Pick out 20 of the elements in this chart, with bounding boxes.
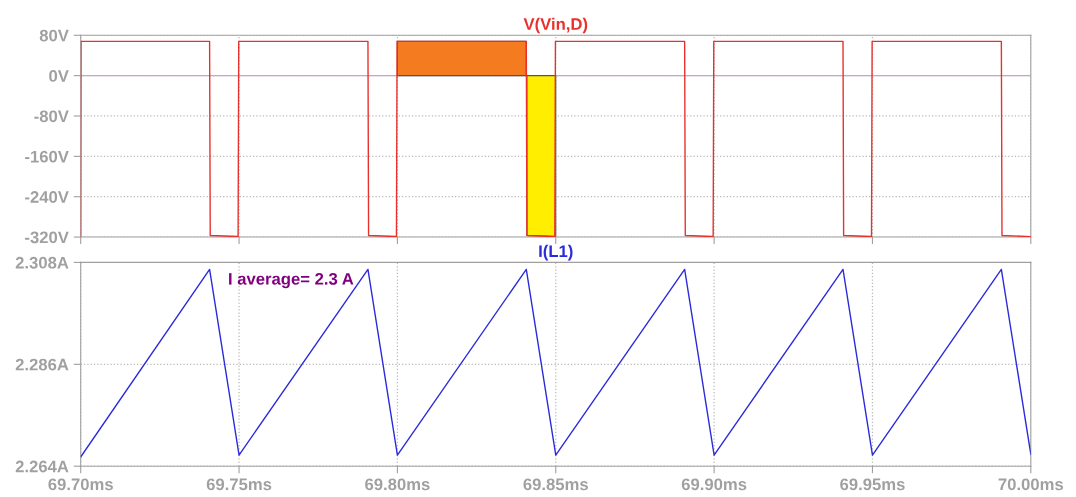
y-tick-label: 2.308A xyxy=(15,256,69,269)
y-tick-label: -80V xyxy=(34,110,69,123)
y-tick-label: 80V xyxy=(39,29,69,42)
x-tick-label: 69.70ms xyxy=(48,478,113,491)
line-series xyxy=(80,268,1031,458)
series-label: I(L1) xyxy=(539,244,573,261)
series-label: V(Vin,D) xyxy=(523,17,588,34)
x-tick-label: 69.75ms xyxy=(206,478,272,491)
x-tick-label: 69.90ms xyxy=(681,478,747,491)
y-tick-label: 0V xyxy=(49,70,69,82)
y-tick-label: 2.264A xyxy=(15,460,69,473)
y-tick-label: -160V xyxy=(25,150,69,163)
x-tick-label: 69.80ms xyxy=(365,478,430,491)
x-tick-label: 69.95ms xyxy=(840,478,905,491)
x-tick-label: 70.00ms xyxy=(998,478,1064,491)
y-tick-label: 2.286A xyxy=(15,358,69,371)
x-tick-label: 69.85ms xyxy=(523,478,588,491)
y-tick-label: -320V xyxy=(25,231,69,244)
annotation: I average= 2.3 A xyxy=(229,272,354,289)
y-tick-label: -240V xyxy=(25,191,69,203)
